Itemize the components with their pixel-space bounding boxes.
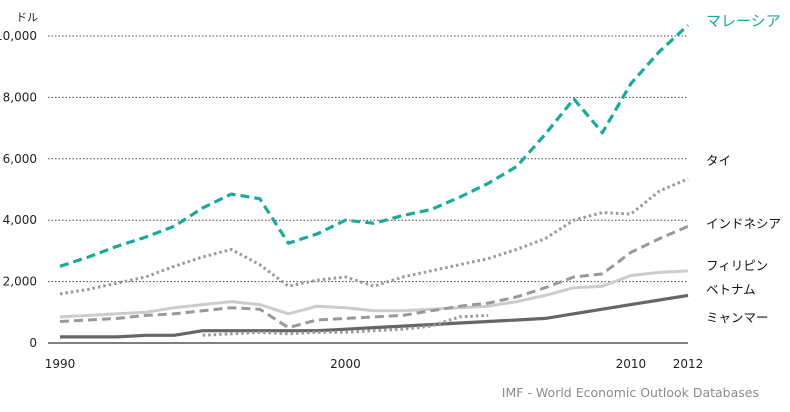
series-label: タイ — [706, 153, 731, 168]
grid-lines — [48, 35, 688, 344]
y-tick-label: 8,000 — [3, 90, 37, 104]
x-tick-label: 1990 — [45, 357, 76, 371]
series-label: ベトナム — [706, 282, 756, 297]
x-tick-label: 2010 — [616, 357, 647, 371]
y-tick-label: 6,000 — [3, 152, 37, 166]
series-lines — [59, 24, 690, 339]
series-label: フィリピン — [706, 258, 768, 273]
series-line — [59, 24, 690, 268]
x-tick-label: 2012 — [673, 357, 704, 371]
y-tick-label: 0 — [29, 336, 37, 350]
y-tick-label: 10,000 — [0, 29, 37, 43]
series-line — [59, 177, 689, 296]
series-line — [59, 224, 689, 330]
series-label: マレーシア — [706, 12, 781, 30]
y-axis-ticks: 0 2,000 4,000 6,000 8,000 10,000 — [0, 29, 37, 350]
x-tick-label: 2000 — [330, 357, 361, 371]
series-label: インドネシア — [706, 216, 781, 231]
y-tick-label: 2,000 — [3, 275, 37, 289]
y-tick-label: 4,000 — [3, 213, 37, 227]
x-axis-ticks: 1990 2000 2010 2012 — [45, 357, 704, 371]
series-line — [59, 269, 689, 319]
source-note: IMF - World Economic Outlook Databases — [502, 385, 759, 400]
series-line — [60, 293, 689, 339]
y-axis-unit: ドル — [16, 11, 38, 24]
series-label: ミャンマー — [706, 310, 769, 325]
series-line — [202, 313, 489, 337]
